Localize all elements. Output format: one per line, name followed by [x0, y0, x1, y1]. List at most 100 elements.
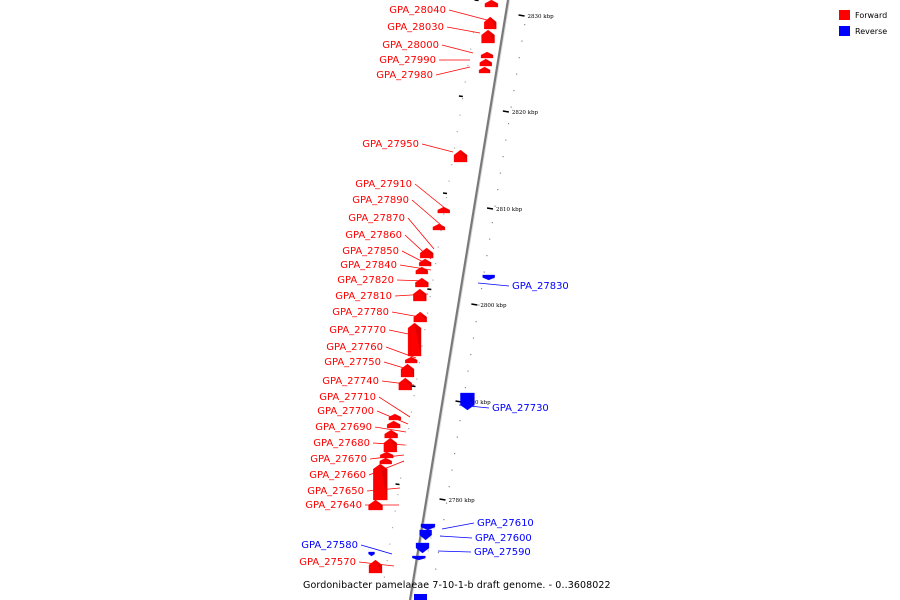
- gene-arrow-shade: [385, 459, 392, 464]
- backbone-dot: [421, 345, 423, 347]
- backbone-dot: [478, 304, 480, 306]
- gene-label[interactable]: GPA_27730: [492, 403, 549, 414]
- gene-arrow[interactable]: [482, 274, 495, 281]
- gene-arrow-shade: [484, 68, 491, 73]
- gene-arrow[interactable]: [484, 0, 499, 8]
- gene-features: [368, 0, 499, 600]
- gene-arrow[interactable]: [400, 363, 415, 378]
- tick-mark-minor: [395, 483, 400, 486]
- gene-label[interactable]: GPA_27590: [474, 547, 531, 558]
- gene-arrow-clipped: [414, 594, 427, 600]
- gene-arrow[interactable]: [432, 223, 446, 231]
- gene-label[interactable]: GPA_27750: [324, 357, 381, 368]
- leader-line: [366, 487, 401, 492]
- backbone-dot: [483, 271, 485, 273]
- gene-label[interactable]: GPA_27830: [512, 281, 569, 292]
- gene-arrow[interactable]: [481, 29, 495, 44]
- tick-label: 2820 kbp: [512, 110, 539, 116]
- gene-arrow-shade: [421, 268, 428, 274]
- gene-label[interactable]: GPA_27950: [362, 139, 419, 150]
- backbone-dot: [480, 288, 483, 290]
- gene-arrow[interactable]: [379, 457, 392, 465]
- gene-arrow[interactable]: [415, 277, 429, 288]
- gene-arrow[interactable]: [420, 247, 434, 259]
- backbone-dot: [499, 172, 502, 174]
- gene-label[interactable]: GPA_28030: [387, 22, 444, 33]
- gene-label[interactable]: GPA_27570: [299, 557, 356, 568]
- backbone-dot: [418, 362, 421, 364]
- gene-arrow[interactable]: [437, 206, 450, 214]
- backbone-dot: [445, 197, 448, 199]
- backbone-dot: [429, 296, 431, 298]
- gene-label[interactable]: GPA_27690: [315, 422, 372, 433]
- gene-label[interactable]: GPA_27770: [329, 325, 386, 336]
- gene-arrow[interactable]: [480, 51, 494, 59]
- leader-line: [376, 410, 409, 425]
- gene-arrow[interactable]: [368, 551, 375, 557]
- gene-label[interactable]: GPA_27610: [477, 518, 534, 529]
- gene-arrow-shade: [488, 31, 495, 43]
- gene-label[interactable]: GPA_27680: [313, 438, 370, 449]
- backbone-dot: [515, 73, 518, 75]
- backbone-dot: [507, 123, 510, 125]
- gene-arrow[interactable]: [412, 555, 426, 561]
- gene-arrow[interactable]: [478, 66, 491, 74]
- gene-label[interactable]: GPA_27600: [475, 533, 532, 544]
- gene-label[interactable]: GPA_27810: [335, 291, 392, 302]
- tick-mark: [439, 498, 446, 501]
- gene-arrow-shade: [425, 531, 432, 540]
- tick-label: 2830 kbp: [528, 14, 555, 20]
- gene-arrow-shade: [438, 225, 445, 230]
- gene-label[interactable]: GPA_27670: [310, 454, 367, 465]
- backbone-dot: [451, 469, 453, 471]
- gene-label[interactable]: GPA_27640: [305, 500, 362, 511]
- backbone-dot: [510, 106, 512, 108]
- gene-label[interactable]: GPA_27870: [348, 213, 405, 224]
- gene-label[interactable]: GPA_27990: [379, 55, 436, 66]
- gene-arrow[interactable]: [415, 542, 430, 554]
- gene-arrow-shade: [425, 260, 432, 266]
- gene-label[interactable]: GPA_27890: [352, 195, 409, 206]
- backbone-shadow: [410, 0, 511, 600]
- backbone-dot: [424, 329, 426, 331]
- gene-arrow[interactable]: [479, 58, 492, 67]
- gene-arrow[interactable]: [405, 356, 418, 364]
- backbone-dot: [486, 255, 488, 257]
- gene-arrow[interactable]: [419, 529, 432, 541]
- gene-label[interactable]: GPA_27980: [376, 70, 433, 81]
- gene-label[interactable]: GPA_27740: [322, 376, 379, 387]
- gene-label[interactable]: GPA_27840: [340, 260, 397, 271]
- gene-label[interactable]: GPA_28040: [389, 5, 446, 16]
- gene-label[interactable]: GPA_28000: [382, 40, 439, 51]
- gene-arrow[interactable]: [413, 311, 427, 323]
- gene-arrow[interactable]: [453, 149, 468, 163]
- gene-arrow[interactable]: [384, 429, 398, 439]
- gene-label[interactable]: GPA_27820: [337, 275, 394, 286]
- gene-arrow[interactable]: [373, 463, 388, 501]
- gene-arrow[interactable]: [420, 523, 436, 531]
- leader-line: [441, 44, 474, 54]
- backbone-dot: [443, 519, 445, 521]
- gene-label[interactable]: GPA_27650: [307, 486, 364, 497]
- backbone-dot: [443, 213, 445, 215]
- gene-label[interactable]: GPA_27660: [309, 470, 366, 481]
- gene-label[interactable]: GPA_27850: [342, 246, 399, 257]
- gene-label[interactable]: GPA_27760: [326, 342, 383, 353]
- gene-arrow[interactable]: [407, 322, 422, 357]
- gene-label[interactable]: GPA_27710: [319, 392, 376, 403]
- gene-arrow[interactable]: [387, 420, 401, 429]
- legend-swatch-reverse: [839, 26, 850, 36]
- gene-label[interactable]: GPA_27860: [345, 230, 402, 241]
- gene-label[interactable]: GPA_27780: [332, 307, 389, 318]
- gene-label[interactable]: GPA_27700: [317, 406, 374, 417]
- leader-line: [378, 396, 411, 418]
- gene-arrow[interactable]: [383, 437, 397, 453]
- gene-label[interactable]: GPA_27910: [355, 179, 412, 190]
- leader-line: [368, 460, 405, 476]
- legend-label-forward: Forward: [855, 11, 887, 20]
- leader-line: [407, 217, 435, 250]
- gene-label[interactable]: GPA_27580: [301, 540, 358, 551]
- leader-line: [439, 535, 473, 539]
- gene-arrow[interactable]: [484, 16, 497, 30]
- legend-label-reverse: Reverse: [855, 27, 887, 36]
